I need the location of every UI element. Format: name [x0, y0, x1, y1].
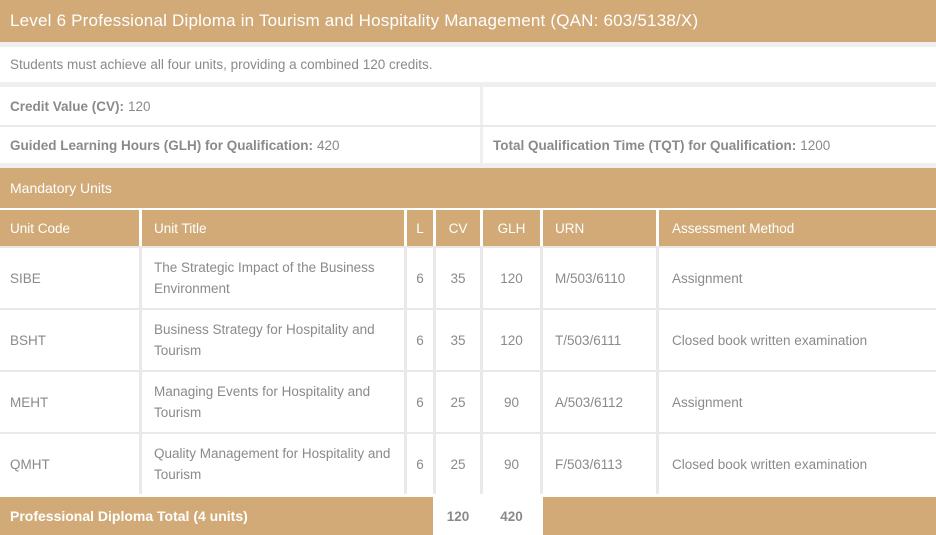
tqt-cell: Total Qualification Time (TQT) for Quali…	[483, 127, 936, 163]
cv-cell: 25	[436, 372, 480, 432]
table-row: QMHT Quality Management for Hospitality …	[0, 434, 936, 494]
cv-cell: 35	[436, 310, 480, 370]
assessment-cell: Closed book written examination	[659, 434, 936, 494]
cv-cell: 25	[436, 434, 480, 494]
total-cv-cell: 120	[436, 497, 480, 535]
col-header-assessment: Assessment Method	[659, 210, 936, 246]
glh-cell: 90	[483, 372, 540, 432]
tqt-label: Total Qualification Time (TQT) for Quali…	[493, 137, 797, 153]
col-header-cv: CV	[436, 210, 480, 246]
assessment-cell: Assignment	[659, 248, 936, 308]
glh-label: Guided Learning Hours (GLH) for Qualific…	[10, 137, 313, 153]
level-cell: 6	[407, 248, 433, 308]
unit-code-cell: QMHT	[0, 434, 139, 494]
unit-title-cell: Managing Events for Hospitality and Tour…	[142, 372, 404, 432]
mandatory-units-title: Mandatory Units	[10, 180, 112, 196]
level-cell: 6	[407, 310, 433, 370]
col-header-level: L	[407, 210, 433, 246]
urn-cell: F/503/6113	[543, 434, 656, 494]
qualification-title: Level 6 Professional Diploma in Tourism …	[10, 11, 699, 30]
credit-value-cell: Credit Value (CV): 120	[0, 87, 480, 125]
table-row: SIBE The Strategic Impact of the Busines…	[0, 248, 936, 308]
hours-row: Guided Learning Hours (GLH) for Qualific…	[0, 127, 936, 163]
unit-title-cell: Quality Management for Hospitality and T…	[142, 434, 404, 494]
assessment-cell: Closed book written examination	[659, 310, 936, 370]
unit-code-cell: BSHT	[0, 310, 139, 370]
qualification-title-bar: Level 6 Professional Diploma in Tourism …	[0, 0, 936, 42]
requirements-note-row: Students must achieve all four units, pr…	[0, 47, 936, 82]
table-row: BSHT Business Strategy for Hospitality a…	[0, 310, 936, 370]
unit-title-cell: Business Strategy for Hospitality and To…	[142, 310, 404, 370]
table-header-row: Unit Code Unit Title L CV GLH URN Assess…	[0, 210, 936, 246]
total-row: Professional Diploma Total (4 units) 120…	[0, 497, 936, 535]
table-row: MEHT Managing Events for Hospitality and…	[0, 372, 936, 432]
level-cell: 6	[407, 434, 433, 494]
col-header-unit-code: Unit Code	[0, 210, 139, 246]
glh-cell: 120	[483, 310, 540, 370]
col-header-unit-title: Unit Title	[142, 210, 404, 246]
glh-cell: Guided Learning Hours (GLH) for Qualific…	[0, 127, 480, 163]
level-cell: 6	[407, 372, 433, 432]
total-label-cell: Professional Diploma Total (4 units)	[0, 497, 433, 535]
total-glh-cell: 420	[483, 497, 540, 535]
assessment-cell: Assignment	[659, 372, 936, 432]
glh-cell: 90	[483, 434, 540, 494]
credit-value-label: Credit Value (CV):	[10, 98, 125, 114]
cv-cell: 35	[436, 248, 480, 308]
glh-value: 420	[317, 137, 340, 153]
total-filler-cell	[543, 497, 936, 535]
urn-cell: A/503/6112	[543, 372, 656, 432]
col-header-glh: GLH	[483, 210, 540, 246]
credit-value: 120	[128, 98, 151, 114]
credit-value-row: Credit Value (CV): 120	[0, 87, 936, 125]
unit-code-cell: SIBE	[0, 248, 139, 308]
requirements-note: Students must achieve all four units, pr…	[10, 57, 433, 72]
col-header-urn: URN	[543, 210, 656, 246]
unit-title-cell: The Strategic Impact of the Business Env…	[142, 248, 404, 308]
mandatory-units-header: Mandatory Units	[0, 168, 936, 208]
urn-cell: M/503/6110	[543, 248, 656, 308]
empty-cell	[483, 87, 936, 125]
unit-code-cell: MEHT	[0, 372, 139, 432]
glh-cell: 120	[483, 248, 540, 308]
tqt-value: 1200	[800, 137, 831, 153]
urn-cell: T/503/6111	[543, 310, 656, 370]
